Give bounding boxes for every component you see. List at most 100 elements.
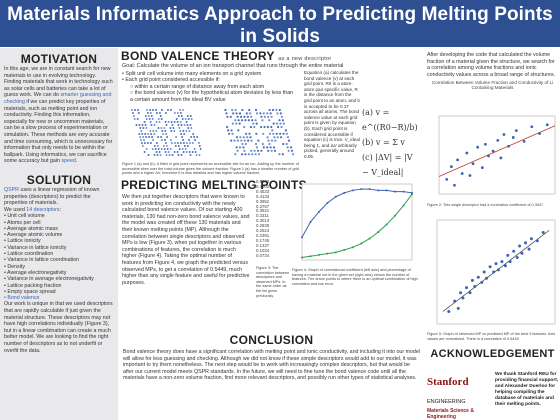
bond-goal: Goal: Calculate the volume of an ion tra…	[122, 63, 344, 69]
lattice-point	[192, 133, 195, 135]
conclusion-text: Bond valence theory does have a signific…	[123, 349, 420, 382]
lattice-point	[272, 132, 275, 135]
lattice-point	[245, 132, 248, 135]
lattice-point	[260, 149, 263, 152]
lattice-point	[165, 145, 168, 147]
lattice-point	[255, 122, 258, 125]
chart3-point	[468, 291, 472, 295]
solution-p1-text: uses a linear regression of known proper…	[4, 186, 100, 207]
chart2-point	[351, 246, 354, 249]
lattice-point	[268, 119, 271, 122]
features-line-chart	[301, 183, 413, 261]
chart3-point	[482, 270, 486, 274]
chart2-series-line	[301, 188, 413, 238]
lattice-point	[246, 136, 249, 139]
lattice-point	[161, 139, 163, 141]
lattice-point	[267, 139, 270, 142]
lattice-point	[278, 119, 281, 122]
lattice-point	[157, 127, 160, 129]
lattice-point	[171, 154, 174, 156]
descriptor-item: Variance in average electronegativity	[4, 276, 114, 282]
chart3-point	[527, 247, 531, 251]
chart2-point	[334, 195, 337, 198]
lattice-point	[148, 136, 151, 138]
lattice-point	[173, 112, 176, 114]
lattice-point	[152, 130, 155, 132]
lattice-point	[178, 127, 181, 129]
lattice-point	[144, 133, 147, 135]
lattice-point	[167, 151, 170, 153]
lattice-point	[236, 149, 239, 152]
lattice-point	[131, 112, 134, 114]
lattice-point	[138, 124, 141, 126]
lattice-point	[252, 122, 255, 125]
chart3-frame	[436, 219, 556, 325]
chart1-point	[445, 177, 449, 181]
lattice-point	[198, 145, 201, 147]
chart3-point	[520, 251, 524, 255]
lattice-point	[248, 132, 251, 135]
lattice-point	[151, 148, 154, 150]
chart1-point	[460, 172, 464, 175]
lattice-point	[280, 115, 283, 118]
lattice-point	[147, 133, 150, 135]
descriptor-item: Bond valence	[4, 295, 114, 301]
lattice-grid-a	[131, 109, 202, 156]
lattice-point	[240, 153, 244, 156]
lattice-point	[275, 132, 278, 135]
lattice-point	[233, 139, 236, 142]
correlation-value: 0.4133	[256, 193, 270, 199]
chart2-point	[394, 190, 397, 193]
correlation-value: 0.2391	[256, 232, 270, 238]
lattice-point	[166, 148, 169, 150]
lattice-point	[182, 130, 185, 132]
descriptor-item: Lattice ionicity	[4, 238, 114, 244]
lattice-point	[167, 109, 169, 111]
lattice-point	[270, 125, 273, 129]
lattice-point	[164, 130, 167, 132]
lattice-point	[247, 153, 250, 156]
lattice-point	[145, 127, 148, 129]
lattice-point	[162, 145, 165, 147]
lattice-point	[141, 133, 144, 135]
chart2-point	[402, 204, 405, 207]
lattice-point	[158, 151, 161, 153]
lattice-point	[174, 145, 177, 147]
lattice-point	[187, 127, 190, 129]
lattice-point	[149, 109, 151, 111]
lattice-point	[234, 108, 237, 112]
lattice-point	[179, 130, 182, 132]
lattice-point	[193, 148, 196, 150]
motivation-p1-rest: if we can predict key properties of mate…	[4, 98, 113, 165]
lattice-point	[193, 136, 196, 138]
lattice-point	[279, 112, 282, 115]
lattice-point	[262, 112, 265, 115]
lattice-point	[151, 136, 154, 138]
lattice-point	[170, 130, 173, 132]
correlation-value: 0.1745	[256, 237, 270, 243]
lattice-point	[172, 127, 175, 129]
lattice-point	[244, 119, 247, 122]
lattice-point	[175, 118, 178, 120]
lattice-point	[146, 109, 148, 111]
bond-valence-title: BOND VALENCE THEORY as a new descriptor	[121, 49, 423, 63]
lattice-point	[242, 146, 245, 149]
chart1-point	[502, 133, 506, 136]
correlation-value: 0.0734	[256, 252, 270, 258]
lattice-point	[165, 124, 168, 126]
chart2-point	[360, 242, 363, 245]
lattice-point	[179, 109, 181, 111]
lattice-point	[238, 112, 242, 115]
logo-stanford: Stanford	[427, 376, 469, 388]
logo-department: Materials Science & Engineering	[427, 408, 474, 420]
lattice-point	[184, 148, 187, 150]
lattice-point	[281, 153, 284, 156]
figure2-caption: Figure 2: This single descriptor had a c…	[427, 203, 544, 207]
bond-bullet: the bond valence (v) for the hypothetica…	[122, 90, 297, 103]
descriptor-item: Average electronegativity	[4, 270, 114, 276]
stanford-logo: Stanford ENGINEERING Materials Science &…	[427, 372, 491, 420]
lattice-point	[145, 148, 148, 150]
lattice-point	[273, 149, 277, 152]
descriptor-item: Lattice coordination	[4, 251, 114, 257]
lattice-point	[255, 132, 258, 135]
